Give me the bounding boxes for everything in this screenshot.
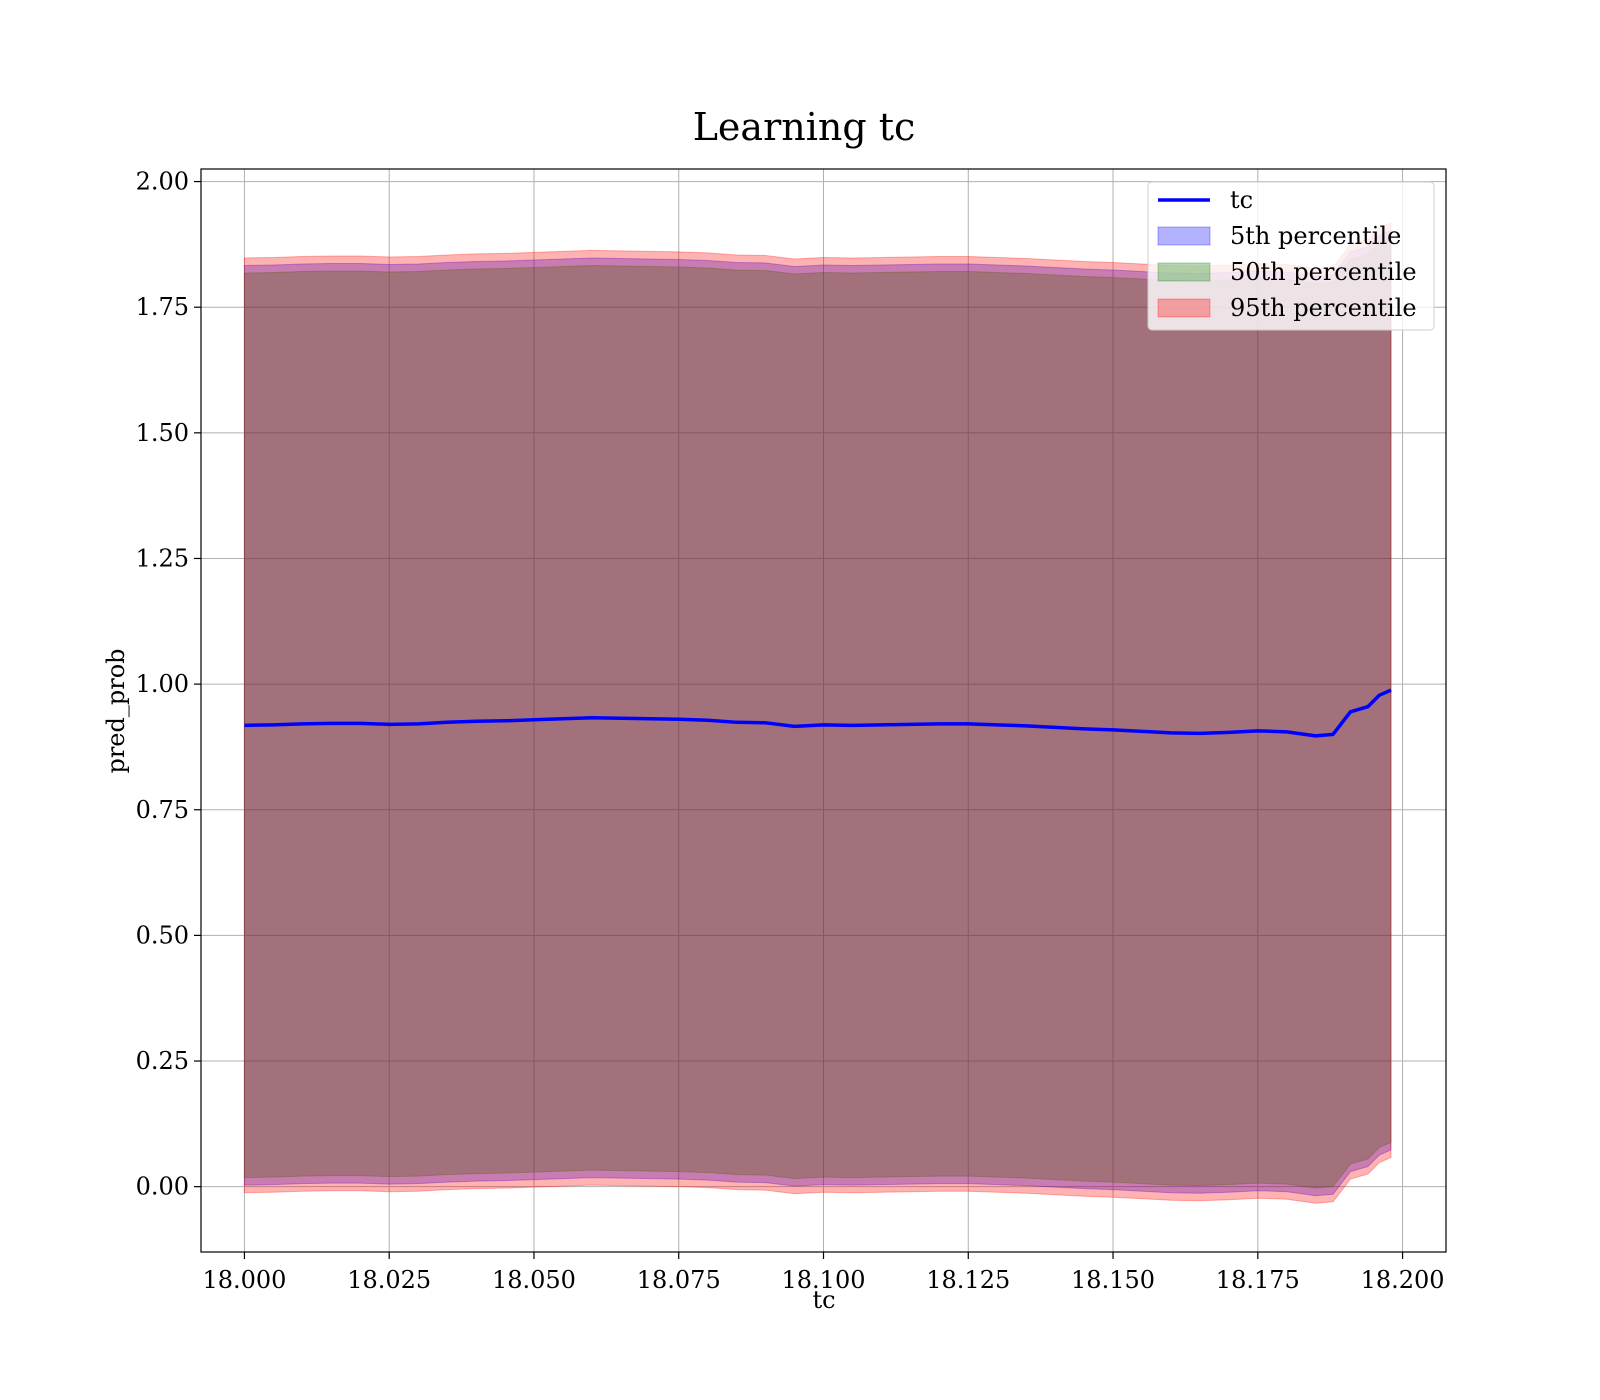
y-tick-label: 1.75 bbox=[136, 293, 189, 321]
x-tick-label: 18.125 bbox=[926, 1266, 1010, 1294]
x-tick-label: 18.000 bbox=[202, 1266, 286, 1294]
y-tick-label: 0.25 bbox=[136, 1047, 189, 1075]
bands bbox=[243, 222, 1392, 1204]
band-95th-percentile bbox=[243, 222, 1392, 1204]
legend-95th-swatch bbox=[1157, 298, 1211, 318]
y-axis-label: pred_prob bbox=[102, 648, 130, 773]
x-axis-label: tc bbox=[812, 1286, 835, 1314]
y-tick-label: 0.00 bbox=[136, 1173, 189, 1201]
legend-95th-label: 95th percentile bbox=[1230, 294, 1417, 322]
legend: tc 5th percentile 50th percentile 95th p… bbox=[1147, 181, 1435, 331]
lines bbox=[244, 688, 1392, 738]
y-tick-label: 0.50 bbox=[136, 921, 189, 949]
band-50th-percentile bbox=[243, 237, 1392, 1189]
legend-50th-swatch bbox=[1157, 262, 1211, 282]
y-tick-label: 1.25 bbox=[136, 544, 189, 572]
legend-frame bbox=[1147, 181, 1435, 331]
x-tick-label: 18.175 bbox=[1216, 1266, 1300, 1294]
legend-50th-label: 50th percentile bbox=[1230, 258, 1417, 286]
grid bbox=[201, 169, 1446, 1252]
chart-title: Learning tc bbox=[693, 105, 916, 149]
band-5th-percentile bbox=[243, 229, 1392, 1197]
x-tick-label: 18.200 bbox=[1361, 1266, 1445, 1294]
y-ticks: 0.00 0.25 0.50 0.75 1.00 1.25 1.50 1.75 2.00 bbox=[136, 168, 201, 1201]
x-tick-label: 18.150 bbox=[1071, 1266, 1155, 1294]
y-tick-label: 1.00 bbox=[136, 670, 189, 698]
x-tick-label: 18.075 bbox=[637, 1266, 721, 1294]
legend-5th-label: 5th percentile bbox=[1230, 222, 1401, 250]
x-tick-label: 18.050 bbox=[492, 1266, 576, 1294]
x-ticks: 18.000 18.025 18.050 18.075 18.100 18.125 18.1… bbox=[202, 1252, 1445, 1294]
legend-tc-label: tc bbox=[1230, 186, 1253, 214]
y-tick-label: 1.50 bbox=[136, 419, 189, 447]
x-tick-label: 18.100 bbox=[782, 1266, 866, 1294]
line-tc bbox=[244, 688, 1392, 738]
y-tick-label: 2.00 bbox=[136, 168, 189, 196]
x-tick-label: 18.025 bbox=[347, 1266, 431, 1294]
y-tick-label: 0.75 bbox=[136, 796, 189, 824]
legend-5th-swatch bbox=[1157, 226, 1211, 246]
